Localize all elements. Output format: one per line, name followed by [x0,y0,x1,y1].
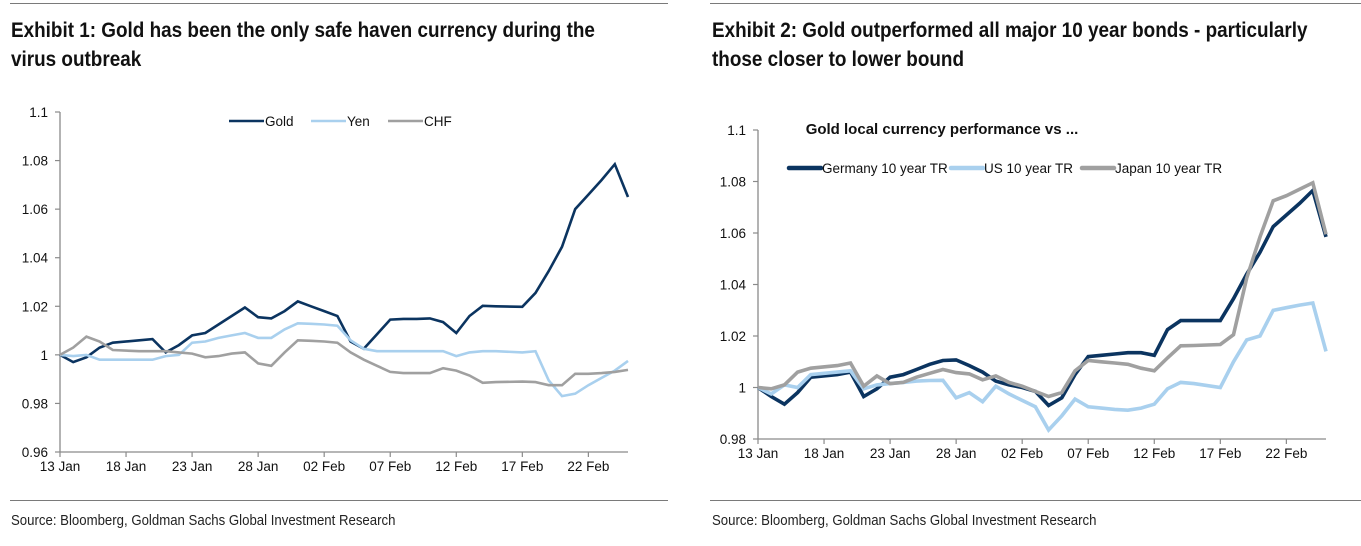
x-tick-label: 13 Jan [738,446,779,461]
legend-label: Japan 10 year TR [1115,161,1222,176]
exhibit-2-panel: Exhibit 2: Gold outperformed all major 1… [690,0,1361,546]
exhibit-1-source: Source: Bloomberg, Goldman Sachs Global … [11,512,396,529]
x-tick-label: 18 Jan [106,459,147,474]
y-tick-label: 1.02 [720,329,746,344]
y-tick-label: 1.04 [720,278,747,293]
x-tick-label: 18 Jan [804,446,845,461]
x-tick-label: 23 Jan [870,446,911,461]
y-tick-label: 1.1 [727,123,746,138]
y-tick-label: 1.08 [720,175,746,190]
y-tick-label: 0.98 [22,396,48,411]
exhibit-2-title: Exhibit 2: Gold outperformed all major 1… [712,16,1307,74]
legend-label: US 10 year TR [984,161,1073,176]
legend: Gold Yen CHF [229,114,452,129]
y-tick-label: 1 [40,348,48,363]
series-line-japan-10-year-tr [757,180,1328,399]
x-tick-label: 17 Feb [501,459,543,474]
exhibit-2-title-line-2: those closer to lower bound [712,48,965,71]
top-divider [10,3,668,4]
bottom-divider [710,500,1361,501]
x-tick-label: 28 Jan [238,459,279,474]
top-divider [710,3,1361,4]
x-tick-label: 17 Feb [1199,446,1241,461]
y-tick-label: 1.1 [29,105,48,120]
y-tick-label: 1.04 [22,251,49,266]
x-tick-label: 12 Feb [1133,446,1175,461]
series-line-germany-10-year-tr [756,187,1328,408]
y-tick-label: 1.06 [22,202,48,217]
exhibit-1-title: Exhibit 1: Gold has been the only safe h… [11,16,595,74]
legend-label: CHF [424,114,452,129]
bottom-divider [10,500,668,501]
y-tick-label: 1.02 [22,299,48,314]
x-tick-label: 13 Jan [40,459,81,474]
x-tick-label: 22 Feb [567,459,609,474]
y-tick-label: 1 [738,381,746,396]
exhibit-1-title-line-2: virus outbreak [11,48,142,71]
exhibit-2-source: Source: Bloomberg, Goldman Sachs Global … [712,512,1097,529]
legend-label: Yen [347,114,370,129]
x-tick-label: 23 Jan [172,459,213,474]
series-line-chf [59,335,629,387]
exhibit-1-chart: 0.96 0.98 1 1.02 1.04 1.06 1.08 1.1 13 Jan 18 Jan… [22,105,630,474]
y-tick-label: 1.08 [22,154,48,169]
x-tick-label: 22 Feb [1265,446,1307,461]
x-tick-label: 02 Feb [303,459,345,474]
legend: Germany 10 year TR US 10 year TR Japan 10 … [786,161,1222,176]
exhibit-2-title-line-1: Exhibit 2: Gold outperformed all major 1… [712,19,1308,42]
y-tick-label: 0.98 [720,432,746,447]
legend-label: Gold [265,114,294,129]
x-tick-label: 07 Feb [369,459,411,474]
x-tick-label: 12 Feb [435,459,477,474]
series-line-yen [59,321,629,398]
series-line-us-10-year-tr [757,300,1328,434]
exhibit-2-chart: 0.98 1 1.02 1.04 1.06 1.08 1.1 13 Jan 18 Jan 23 J… [720,121,1328,461]
legend-label: Germany 10 year TR [822,161,948,176]
x-tick-label: 07 Feb [1067,446,1109,461]
exhibit-1-title-line-1: Exhibit 1: Gold has been the only safe h… [11,19,595,42]
y-tick-label: 1.06 [720,226,746,241]
y-tick-label: 0.96 [22,445,48,460]
exhibit-1-panel: Exhibit 1: Gold has been the only safe h… [0,0,680,546]
x-tick-label: 02 Feb [1001,446,1043,461]
x-tick-label: 28 Jan [936,446,977,461]
chart-title: Gold local currency performance vs ... [806,121,1079,138]
